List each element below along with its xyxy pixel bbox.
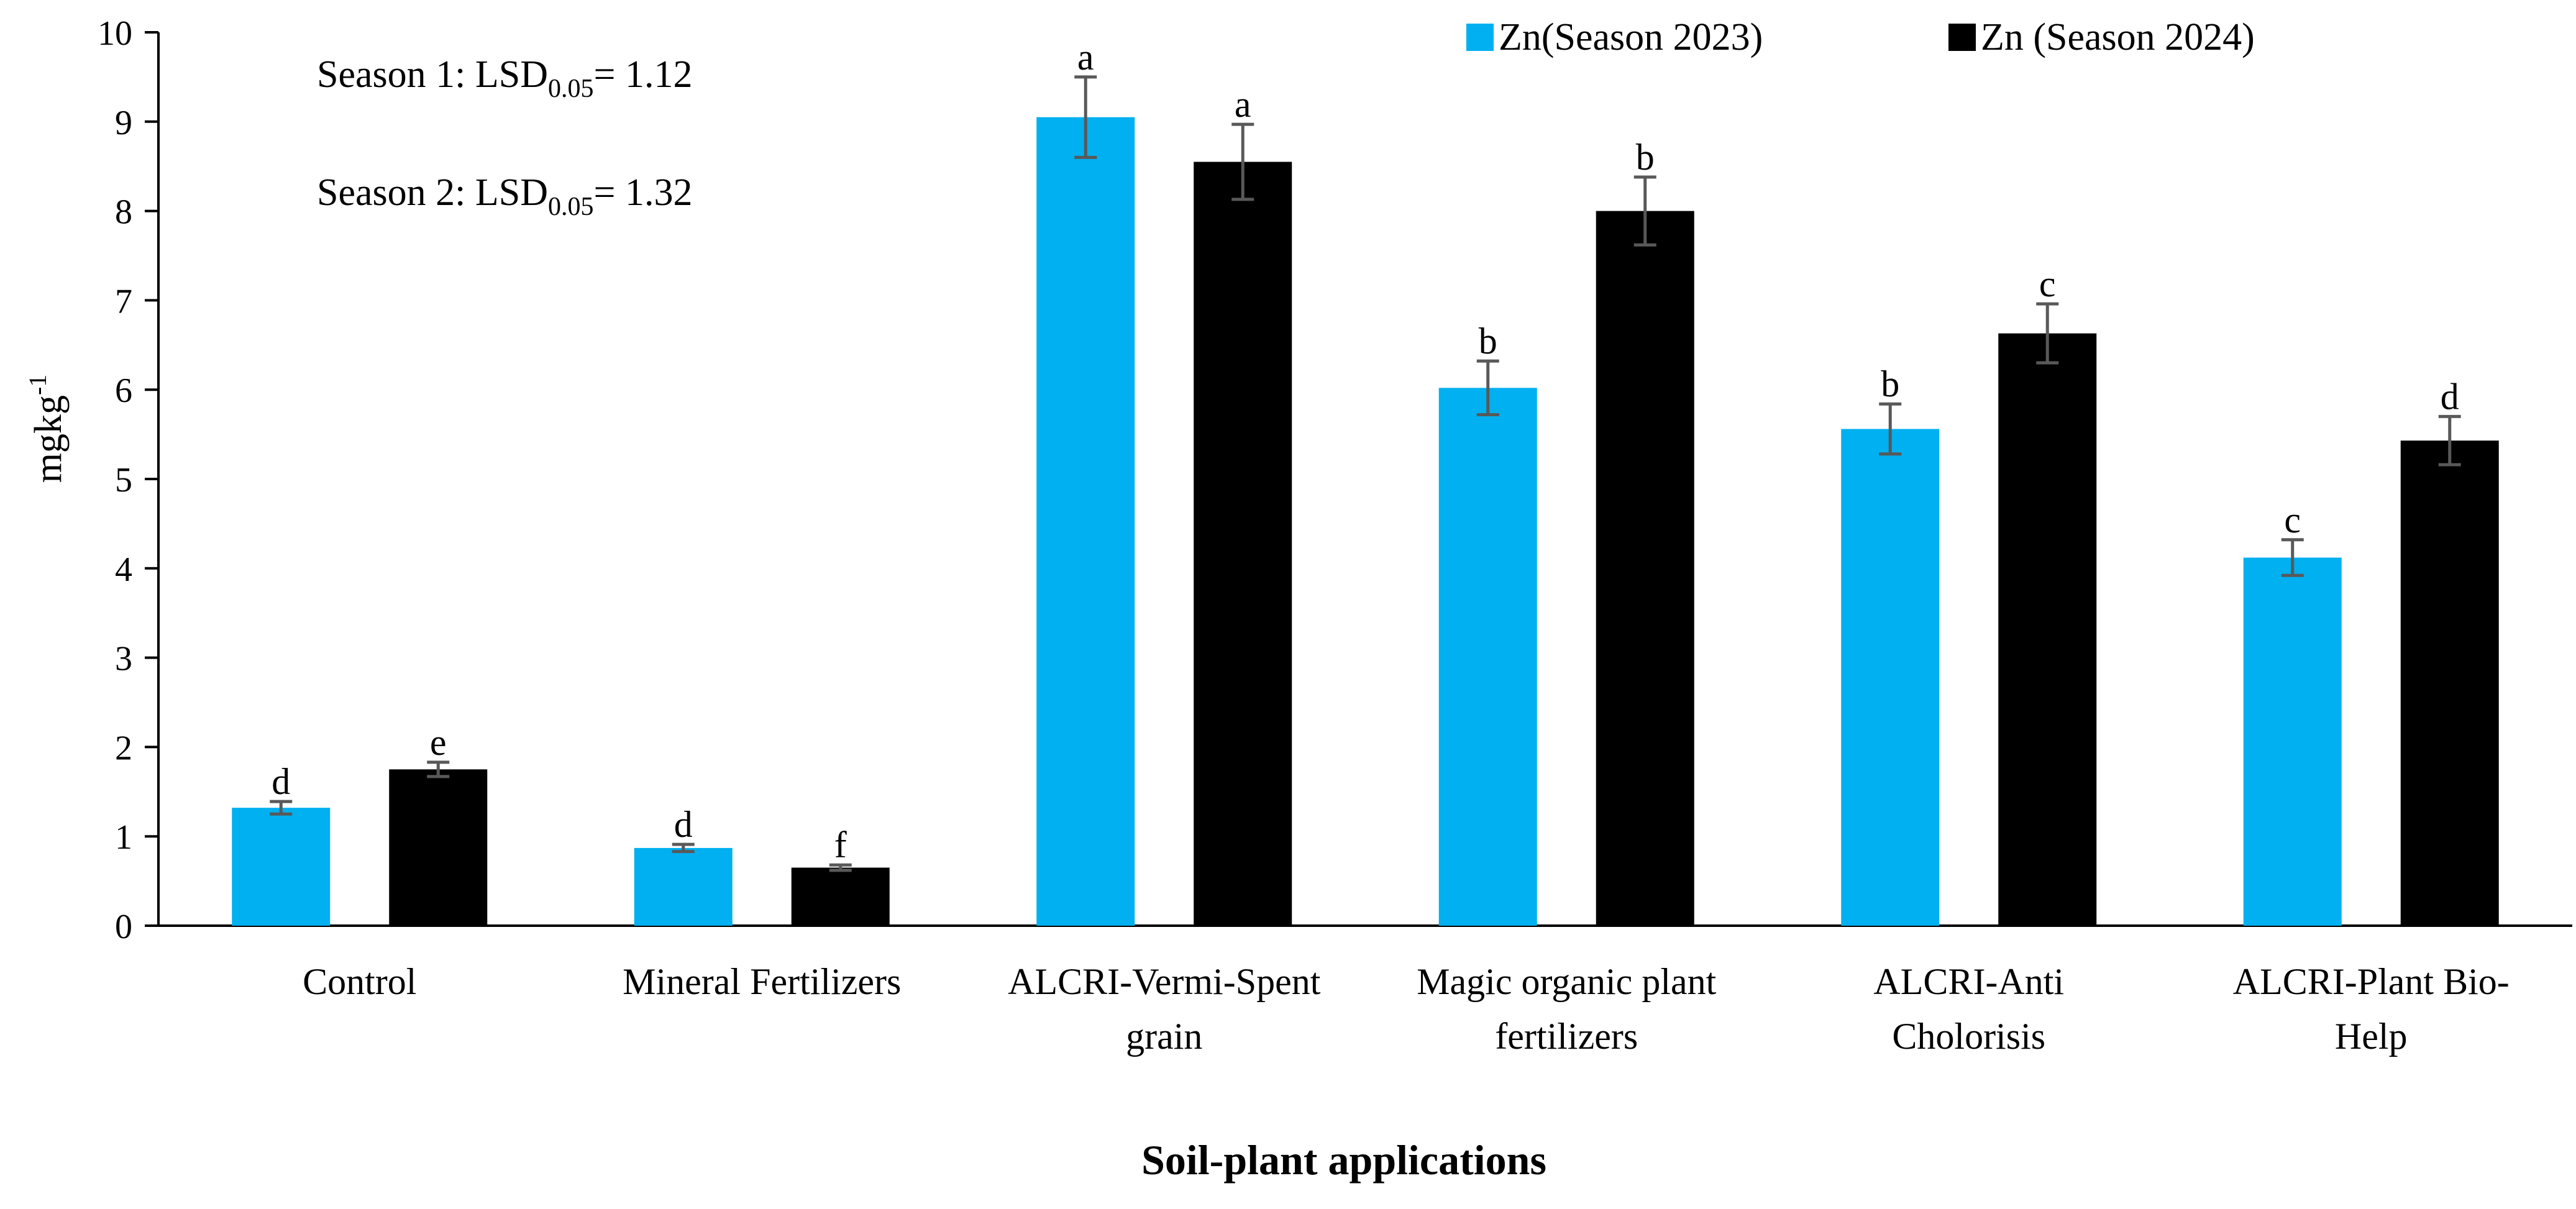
y-tick-label: 9 — [115, 104, 132, 142]
x-category-label: ALCRI-Anti Cholorisis — [1873, 961, 2064, 1057]
bar — [1194, 162, 1292, 926]
x-axis-categories: Control Mineral Fertilizers ALCRI-Vermi-Sp… — [303, 961, 2510, 1057]
axes — [157, 32, 2572, 927]
significance-letter: a — [1077, 37, 1094, 78]
x-category-label-line: ALCRI-Vermi-Spent — [1008, 961, 1321, 1002]
bar — [1438, 388, 1537, 926]
significance-letter: d — [674, 804, 693, 845]
bars — [232, 117, 2499, 926]
legend-swatch-season-2024 — [1948, 24, 1976, 51]
legend-label-season-2023: Zn(Season 2023) — [1499, 16, 1763, 58]
x-category-label-line: grain — [1126, 1016, 1202, 1057]
lsd-annotations: Season 1: LSD0.05= 1.12 Season 2: LSD0.0… — [317, 53, 692, 221]
x-category-label: ALCRI-Plant Bio- Help — [2233, 961, 2510, 1057]
bar — [1998, 333, 2097, 926]
bar — [634, 847, 733, 926]
bar — [1841, 429, 1940, 926]
x-category-label-line: Cholorisis — [1892, 1016, 2045, 1057]
significance-letter: f — [834, 824, 847, 865]
y-tick-label: 7 — [115, 282, 132, 321]
bar — [2400, 440, 2499, 926]
legend-swatch-season-2023 — [1466, 24, 1494, 51]
bar — [389, 769, 488, 926]
y-tick-label: 2 — [115, 729, 132, 767]
y-tick-label: 4 — [115, 550, 132, 589]
legend-label-season-2024: Zn (Season 2024) — [1981, 16, 2255, 58]
significance-letter: b — [1881, 363, 1899, 404]
significance-letter: c — [2039, 263, 2056, 304]
significance-letter: c — [2284, 500, 2301, 541]
significance-letters: d e d f a a b b b c c d — [272, 37, 2459, 865]
y-tick-label: 5 — [115, 461, 132, 500]
error-bars — [270, 75, 2461, 872]
bar — [2243, 557, 2342, 926]
bar — [1036, 117, 1135, 926]
bar — [1596, 211, 1694, 926]
significance-letter: d — [2441, 376, 2459, 417]
significance-letter: b — [1479, 321, 1497, 362]
y-tick-label: 6 — [115, 372, 132, 410]
y-tick-label: 0 — [115, 908, 132, 946]
x-category-label-line: Mineral Fertilizers — [623, 961, 901, 1002]
lsd-season-2: Season 2: LSD0.05= 1.32 — [317, 171, 692, 221]
significance-letter: d — [272, 761, 290, 802]
x-category-label-line: Control — [303, 961, 416, 1002]
x-category-label: ALCRI-Vermi-Spent grain — [1008, 961, 1321, 1057]
y-tick-label: 1 — [115, 818, 132, 857]
significance-letter: e — [430, 722, 447, 763]
x-category-label-line: Magic organic plant — [1417, 961, 1716, 1002]
lsd-season-1: Season 1: LSD0.05= 1.12 — [317, 53, 692, 103]
y-tick-label: 8 — [115, 193, 132, 232]
x-category-label-line: fertilizers — [1495, 1016, 1638, 1057]
x-category-label: Magic organic plant fertilizers — [1417, 961, 1716, 1057]
y-axis-label: mgkg-1 — [24, 375, 70, 483]
y-tick-label: 3 — [115, 640, 132, 678]
bar — [232, 808, 331, 926]
x-category-label: Mineral Fertilizers — [623, 961, 901, 1002]
y-axis-ticks: 0 1 2 3 4 5 6 7 8 9 10 — [98, 14, 158, 946]
x-category-label-line: ALCRI-Anti — [1873, 961, 2064, 1002]
legend: Zn(Season 2023) Zn (Season 2024) — [1466, 16, 2255, 58]
significance-letter: b — [1636, 137, 1655, 178]
significance-letter: a — [1235, 84, 1251, 125]
bar — [791, 867, 890, 926]
x-category-label: Control — [303, 961, 416, 1002]
x-category-label-line: Help — [2335, 1016, 2408, 1057]
x-category-label-line: ALCRI-Plant Bio- — [2233, 961, 2510, 1002]
y-tick-label: 10 — [98, 14, 132, 53]
x-axis-label: Soil-plant applications — [1141, 1136, 1546, 1184]
